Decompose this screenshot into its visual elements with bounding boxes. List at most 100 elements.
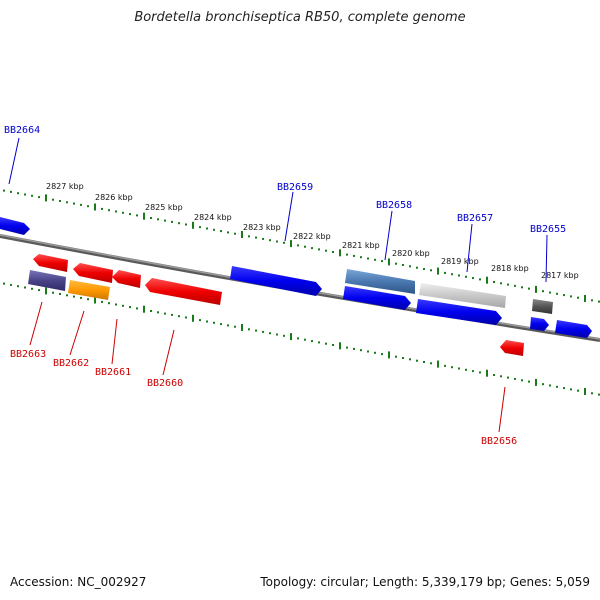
gene-bb2662[interactable] — [73, 263, 113, 283]
kbp-label: 2820 kbp — [392, 249, 430, 258]
kbp-minor-tick — [577, 389, 579, 392]
kbp-minor-tick — [206, 227, 208, 230]
gene-bb2659[interactable] — [230, 266, 322, 296]
kbp-major-tick — [143, 212, 145, 220]
kbp-minor-tick — [507, 376, 509, 379]
kbp-minor-tick — [248, 235, 250, 238]
gene-bb2657-homolog[interactable] — [419, 283, 506, 308]
label-bb2660[interactable]: BB2660 — [147, 378, 183, 389]
kbp-major-tick — [437, 360, 439, 368]
kbp-label: 2817 kbp — [541, 271, 579, 280]
kbp-minor-tick — [234, 325, 236, 328]
kbp-label: 2824 kbp — [194, 213, 232, 222]
kbp-minor-tick — [115, 210, 117, 213]
leader-bb2656 — [498, 386, 506, 433]
kbp-minor-tick — [409, 358, 411, 361]
label-bb2664[interactable]: BB2664 — [4, 125, 40, 136]
kbp-minor-tick — [444, 364, 446, 367]
label-bb2658[interactable]: BB2658 — [376, 200, 412, 211]
gene-bb2655-homolog[interactable] — [532, 299, 553, 314]
kbp-minor-tick — [87, 205, 89, 208]
kbp-minor-tick — [430, 269, 432, 272]
leader-bb2658 — [384, 210, 393, 261]
kbp-minor-tick — [52, 198, 54, 201]
kbp-minor-tick — [416, 266, 418, 269]
gene-bb2664[interactable] — [0, 217, 30, 235]
kbp-minor-tick — [395, 355, 397, 358]
kbp-minor-tick — [80, 296, 82, 299]
kbp-major-tick — [486, 369, 488, 377]
kbp-minor-tick — [108, 209, 110, 212]
label-bb2663[interactable]: BB2663 — [10, 349, 46, 360]
kbp-minor-tick — [311, 247, 313, 250]
gene-bb2663[interactable] — [33, 254, 68, 272]
kbp-minor-tick — [213, 228, 215, 231]
leader-bb2660 — [162, 329, 175, 376]
kbp-minor-tick — [17, 285, 19, 288]
kbp-minor-tick — [185, 316, 187, 319]
kbp-major-tick — [535, 285, 537, 293]
label-bb2659[interactable]: BB2659 — [277, 182, 313, 193]
kbp-minor-tick — [472, 370, 474, 373]
kbp-minor-tick — [297, 337, 299, 340]
kbp-minor-tick — [283, 241, 285, 244]
kbp-minor-tick — [430, 362, 432, 365]
kbp-minor-tick — [178, 222, 180, 225]
kbp-minor-tick — [171, 313, 173, 316]
kbp-minor-tick — [136, 214, 138, 217]
gene-bb2655[interactable] — [530, 317, 549, 331]
gene-bb2660[interactable] — [145, 278, 222, 305]
kbp-minor-tick — [17, 192, 19, 195]
kbp-minor-tick — [164, 312, 166, 315]
kbp-minor-tick — [416, 359, 418, 362]
label-bb2662[interactable]: BB2662 — [53, 358, 89, 369]
kbp-minor-tick — [332, 251, 334, 253]
label-bb2655[interactable]: BB2655 — [530, 224, 566, 235]
kbp-minor-tick — [66, 294, 68, 297]
label-bb2661[interactable]: BB2661 — [95, 367, 131, 378]
kbp-scale-outer — [3, 189, 600, 303]
kbp-minor-tick — [367, 350, 369, 353]
kbp-minor-tick — [451, 273, 453, 276]
kbp-minor-tick — [80, 203, 82, 206]
gene-bb2657[interactable] — [416, 299, 502, 325]
accession-text: Accession: NC_002927 — [10, 575, 147, 589]
kbp-minor-tick — [402, 264, 404, 266]
gene-bb2658[interactable] — [343, 286, 411, 310]
label-bb2656[interactable]: BB2656 — [481, 436, 517, 447]
kbp-major-tick — [45, 287, 47, 295]
kbp-minor-tick — [549, 384, 551, 387]
kbp-minor-tick — [381, 260, 383, 263]
kbp-minor-tick — [122, 304, 124, 307]
kbp-minor-tick — [556, 292, 558, 295]
label-bb2657[interactable]: BB2657 — [457, 213, 493, 224]
kbp-minor-tick — [73, 295, 75, 298]
gene-bb2661[interactable] — [112, 270, 141, 288]
kbp-minor-tick — [10, 283, 12, 286]
gene-bb2662-homolog[interactable] — [68, 280, 110, 300]
map-title: Bordetella bronchiseptica RB50, complete… — [134, 10, 466, 25]
kbp-minor-tick — [591, 392, 593, 395]
kbp-minor-tick — [283, 334, 285, 337]
kbp-minor-tick — [304, 338, 306, 341]
kbp-minor-tick — [598, 300, 600, 303]
kbp-minor-tick — [38, 289, 40, 292]
kbp-major-tick — [290, 333, 292, 341]
kbp-minor-tick — [122, 211, 124, 214]
leader-bb2657 — [466, 223, 473, 273]
kbp-minor-tick — [129, 306, 131, 309]
kbp-minor-tick — [332, 344, 334, 346]
kbp-minor-tick — [514, 284, 516, 287]
kbp-minor-tick — [346, 253, 348, 256]
gene-bb2663-homolog[interactable] — [28, 270, 66, 291]
kbp-minor-tick — [409, 265, 411, 268]
gene-bb2654[interactable] — [555, 320, 592, 338]
kbp-minor-tick — [171, 220, 173, 223]
gene-bb2658-homolog[interactable] — [345, 269, 415, 294]
kbp-minor-tick — [248, 328, 250, 331]
kbp-minor-tick — [157, 311, 159, 314]
kbp-minor-tick — [199, 319, 201, 322]
gene-bb2656[interactable] — [500, 340, 524, 356]
kbp-minor-tick — [31, 287, 33, 290]
